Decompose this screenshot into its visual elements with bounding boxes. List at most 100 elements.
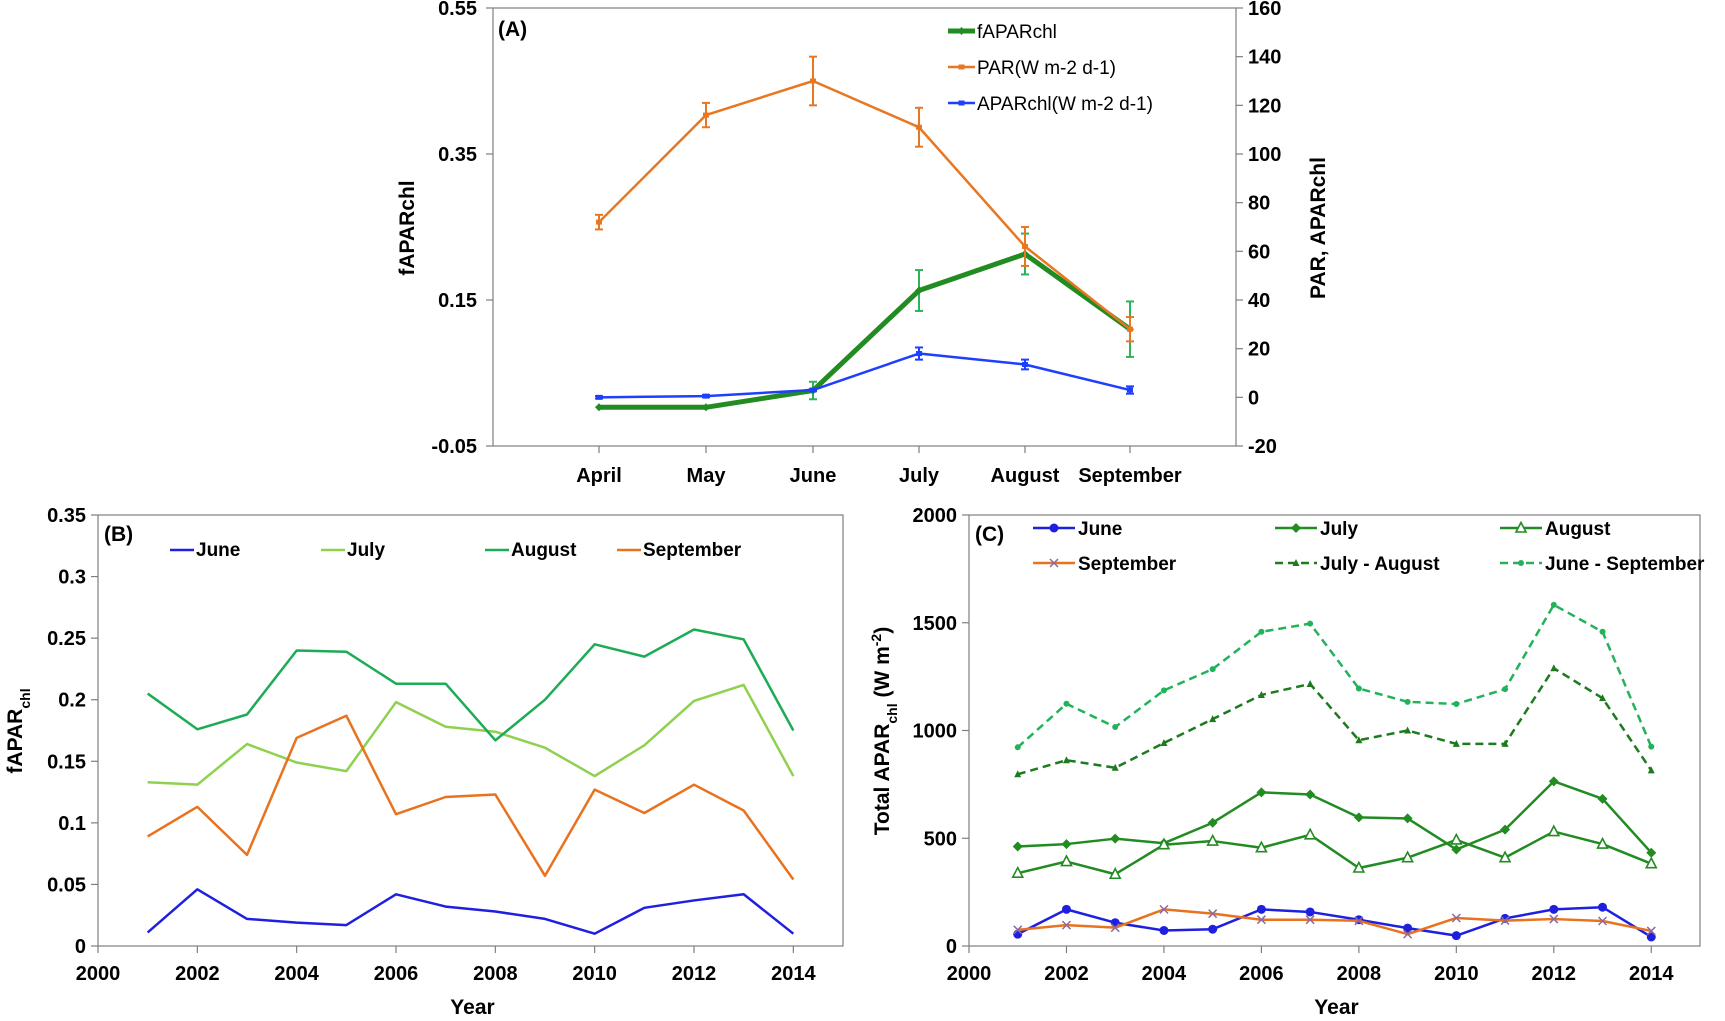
series-line — [1016, 603, 1653, 749]
plot-area-a — [492, 7, 1237, 447]
data-point — [1403, 923, 1413, 933]
series-august — [146, 628, 795, 742]
series-june — [1013, 902, 1656, 942]
series-june-september — [1014, 601, 1655, 751]
legend-item-june: June — [170, 540, 240, 561]
y2-tick-label: -20 — [1248, 436, 1277, 458]
data-point — [1500, 916, 1510, 926]
data-point — [1550, 601, 1557, 608]
y-tick-label: 0.1 — [58, 813, 86, 835]
series-line — [599, 251, 1132, 410]
data-point — [1157, 837, 1171, 850]
data-point — [1402, 813, 1413, 824]
data-point — [915, 286, 923, 295]
x-tick-label: April — [576, 465, 622, 487]
panel-a: 0.55 0.35 0.15 -0.05 160 140 120 100 80 60 40 20 0 -2… — [396, 0, 1330, 487]
data-point — [1159, 925, 1169, 935]
legend-label: June — [1078, 519, 1122, 540]
data-point — [916, 351, 922, 357]
data-point — [1061, 920, 1072, 930]
data-point — [1256, 904, 1266, 914]
data-point — [1305, 915, 1315, 925]
data-point — [1647, 766, 1655, 774]
data-point — [1355, 736, 1363, 744]
data-point — [1306, 679, 1314, 687]
data-point — [702, 403, 710, 412]
data-point — [1207, 817, 1218, 828]
data-point — [1258, 628, 1265, 635]
data-point — [1061, 904, 1071, 914]
legend-item-september: September — [617, 540, 742, 561]
series-september — [1013, 904, 1656, 939]
x-tick-label: 2008 — [473, 963, 518, 985]
series-july — [1012, 776, 1657, 858]
plot-area — [968, 514, 1701, 947]
data-point — [1159, 904, 1169, 914]
data-point — [1502, 686, 1509, 693]
data-point — [1597, 916, 1608, 926]
y-tick-label: 0 — [75, 936, 86, 958]
x-tick-label: 2004 — [1142, 963, 1187, 985]
data-point — [595, 403, 603, 412]
data-point — [1450, 832, 1463, 845]
legend-marker — [1291, 523, 1301, 533]
y-tick-label: 0.55 — [438, 0, 477, 20]
data-point — [1596, 836, 1609, 849]
data-point — [1307, 620, 1314, 627]
y-axis-label-sub: chl — [884, 703, 900, 723]
data-point — [1014, 744, 1021, 751]
data-point — [1453, 700, 1460, 707]
data-point — [1598, 902, 1608, 912]
data-point — [1013, 925, 1023, 935]
data-point — [1011, 865, 1025, 878]
data-point — [1550, 664, 1558, 672]
y-tick-label: 0.35 — [47, 505, 86, 527]
y-axis-label-main: fAPAR — [4, 709, 27, 774]
data-point — [1209, 666, 1216, 673]
data-point — [1112, 724, 1119, 731]
series-line — [146, 628, 795, 742]
y-axis-label: fAPARchl — [4, 688, 33, 773]
data-point — [1160, 738, 1168, 746]
y-tick-label: 0.15 — [47, 751, 86, 773]
legend-label: June — [196, 540, 240, 561]
data-point — [1060, 854, 1073, 867]
data-point — [1127, 326, 1133, 332]
y-axis-label-unit: (W m — [871, 646, 894, 703]
series-line — [146, 888, 795, 935]
legend-item-august: August — [1500, 519, 1611, 540]
panel-label-b: (B) — [104, 523, 133, 546]
y-axis-label-main: Total APAR — [871, 724, 894, 836]
data-point — [1063, 700, 1070, 707]
x-tick-label: May — [687, 465, 727, 487]
data-point — [1451, 844, 1462, 855]
y-tick-label: 0.25 — [47, 628, 86, 650]
legend-label: July - August — [1320, 554, 1440, 575]
y2-tick-label: 120 — [1248, 95, 1281, 117]
data-point — [596, 394, 602, 400]
x-tick-label: 2000 — [76, 963, 121, 985]
series-line — [147, 683, 795, 786]
y2-tick-label: 140 — [1248, 47, 1281, 69]
x-tick-label: June — [790, 465, 837, 487]
data-point — [1208, 909, 1218, 919]
series-line — [1017, 666, 1653, 776]
data-point — [1256, 787, 1267, 798]
data-point — [1110, 833, 1121, 844]
data-point — [1061, 839, 1072, 850]
y-axis-label-sup: -2 — [868, 634, 884, 647]
y-tick-label: 1500 — [913, 613, 958, 635]
data-point — [916, 124, 922, 130]
data-point — [703, 393, 709, 399]
data-point — [810, 387, 816, 393]
legend-label: August — [1545, 519, 1611, 540]
data-point — [1648, 743, 1655, 750]
y-tick-label: 0.3 — [58, 567, 86, 589]
x-tick-label: July — [899, 465, 940, 487]
y-axis-label: fAPARchl — [396, 180, 419, 275]
data-point — [1401, 850, 1414, 863]
data-point — [1255, 840, 1268, 853]
data-point — [1022, 361, 1028, 367]
legend-item-aparchl-w-m-2-d-1: APARchl(W m-2 d-1) — [948, 94, 1153, 115]
